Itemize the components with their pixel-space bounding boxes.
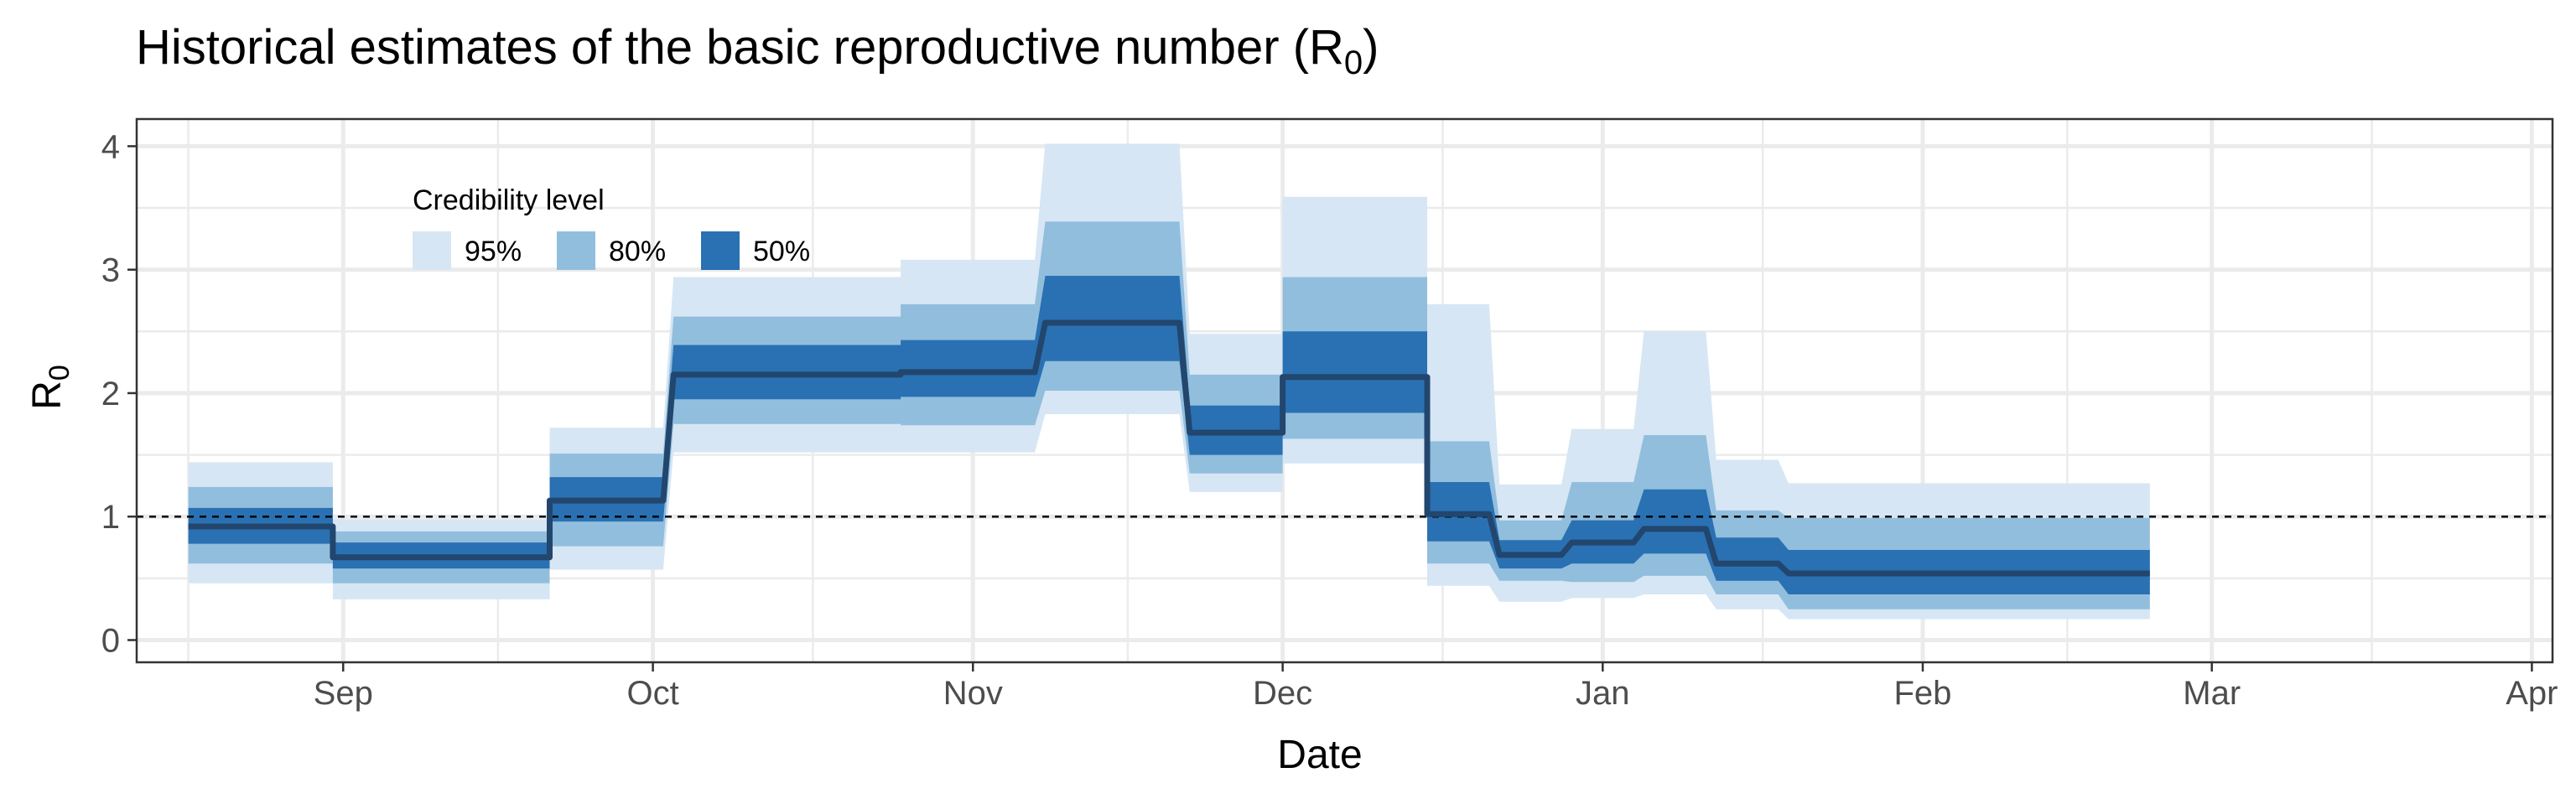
- y-axis-title: R0: [25, 365, 75, 410]
- x-tick-label: Sep: [314, 675, 373, 712]
- chart-title: Historical estimates of the basic reprod…: [136, 20, 1379, 81]
- legend-title: Credibility level: [413, 184, 605, 216]
- y-tick-label: 2: [101, 376, 120, 412]
- y-axis-title-main: R: [25, 381, 70, 410]
- x-tick-label: Nov: [943, 675, 1003, 712]
- x-tick-label: Mar: [2183, 675, 2241, 712]
- axis-titles: Date R0: [25, 365, 1363, 777]
- legend-label-80: 80%: [609, 236, 666, 267]
- legend-key-95: [413, 231, 451, 270]
- chart-title-subscript: 0: [1344, 44, 1363, 81]
- credible-bands: [188, 143, 2150, 620]
- y-tick-label: 0: [101, 622, 120, 659]
- median-line: [188, 319, 2150, 577]
- legend-entries: 95% 80% 50%: [413, 231, 810, 270]
- y-tick-label: 1: [101, 499, 120, 536]
- x-tick-label: Apr: [2506, 675, 2558, 712]
- legend-label-95: 95%: [465, 236, 522, 267]
- chart-title-suffix: ): [1363, 20, 1379, 75]
- chart-title-main: Historical estimates of the basic reprod…: [136, 20, 1344, 75]
- axes: 0 1 2 3 4 Sep Oct Nov Dec Jan Feb Mar Apr: [101, 117, 2558, 712]
- y-tick-label: 3: [101, 252, 120, 289]
- chart-title-group: Historical estimates of the basic reprod…: [136, 20, 1379, 81]
- legend-key-80: [557, 231, 595, 270]
- panel-border: [135, 117, 2554, 664]
- legend-label-50: 50%: [753, 236, 810, 267]
- x-tick-label: Feb: [1894, 675, 1952, 712]
- y-tick-label: 4: [101, 128, 120, 165]
- x-tick-label: Jan: [1576, 675, 1630, 712]
- band-50: [188, 276, 2150, 594]
- median-line-group: [188, 319, 2150, 577]
- x-tick-label: Oct: [626, 675, 678, 712]
- y-axis-title-subscript: 0: [44, 365, 75, 381]
- legend-key-50: [701, 231, 740, 270]
- x-axis-title: Date: [1277, 733, 1362, 777]
- x-tick-label: Dec: [1253, 675, 1312, 712]
- legend: Credibility level 95% 80% 50%: [413, 184, 810, 270]
